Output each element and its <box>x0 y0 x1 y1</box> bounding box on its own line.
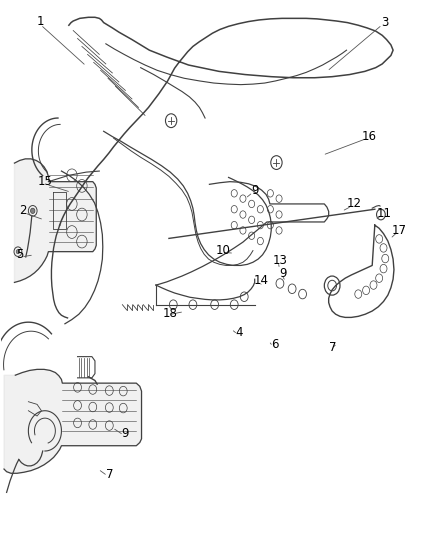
Text: 10: 10 <box>216 244 231 257</box>
Text: 17: 17 <box>392 224 407 237</box>
Text: 9: 9 <box>122 427 129 440</box>
Text: 18: 18 <box>163 306 178 320</box>
Text: 4: 4 <box>236 326 243 340</box>
Text: 12: 12 <box>346 197 361 211</box>
Text: 3: 3 <box>381 16 388 29</box>
Circle shape <box>31 208 35 214</box>
Text: 14: 14 <box>254 274 269 287</box>
Text: 9: 9 <box>251 184 258 197</box>
Text: 5: 5 <box>16 248 23 261</box>
Text: 11: 11 <box>377 207 392 220</box>
Circle shape <box>16 249 20 254</box>
Text: 9: 9 <box>279 267 287 280</box>
Text: 1: 1 <box>37 15 44 28</box>
Text: 2: 2 <box>19 204 27 217</box>
Text: 16: 16 <box>362 130 377 143</box>
Text: 15: 15 <box>38 175 53 188</box>
Polygon shape <box>4 369 141 473</box>
Text: 6: 6 <box>271 338 279 351</box>
Polygon shape <box>14 159 96 282</box>
Text: 13: 13 <box>272 254 287 266</box>
Text: 7: 7 <box>329 341 337 353</box>
Text: 7: 7 <box>106 468 113 481</box>
